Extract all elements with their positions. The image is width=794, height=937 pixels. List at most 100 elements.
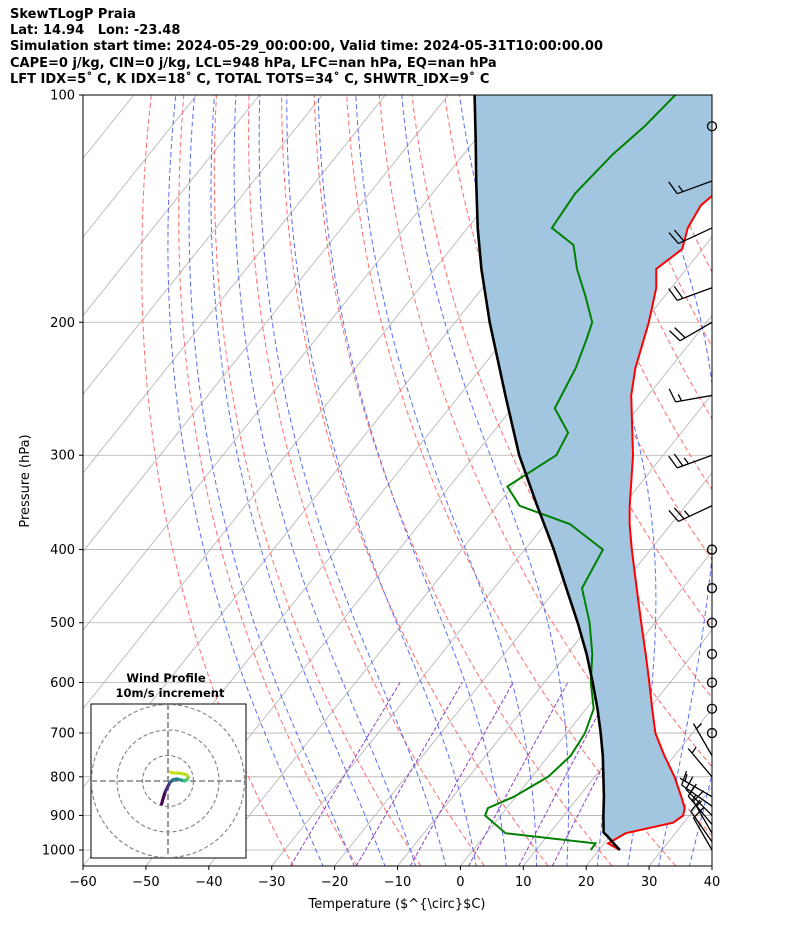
wind-barb-half-feather xyxy=(689,786,695,794)
moist-adiabat xyxy=(258,95,447,866)
y-tick-label: 1000 xyxy=(42,844,75,859)
isotherm-line xyxy=(83,95,197,238)
moist-adiabat xyxy=(751,78,794,867)
dewpoint-line xyxy=(483,95,677,851)
wind-barb-half-feather xyxy=(678,185,684,193)
mixing-ratio-line xyxy=(290,682,401,866)
y-tick-label: 300 xyxy=(50,449,75,464)
hodograph-title: Wind Profile xyxy=(126,671,206,685)
parcel-line xyxy=(473,95,621,851)
y-tick-label: 500 xyxy=(50,616,75,631)
wind-barb-staff xyxy=(692,723,713,756)
dry-adiabat xyxy=(313,95,613,866)
wind-barb-feather xyxy=(673,453,684,467)
wind-barb-staff xyxy=(678,505,713,522)
dry-adiabat xyxy=(541,95,712,491)
x-tick-label: 40 xyxy=(704,875,721,890)
wind-barb-half-feather xyxy=(696,800,703,807)
dry-adiabat xyxy=(281,95,549,866)
hodograph-segment xyxy=(168,770,175,775)
wind-barb-staff xyxy=(675,394,713,403)
dry-adiabat xyxy=(346,95,677,866)
x-tick-label: −10 xyxy=(384,875,411,890)
profile-lines xyxy=(473,95,712,851)
wind-barb-feather xyxy=(668,388,677,403)
wind-barb-feather xyxy=(668,455,678,469)
x-tick-label: 30 xyxy=(641,875,658,890)
wind-barb-staff xyxy=(678,227,713,245)
wind-barb-staff xyxy=(677,454,713,469)
dry-adiabat xyxy=(731,78,794,866)
wind-barb-feather xyxy=(669,330,681,342)
wind-barb-staff xyxy=(687,795,713,825)
wind-barb-feather xyxy=(668,288,678,301)
wind-barb-half-feather xyxy=(684,773,688,782)
wind-barb-feather xyxy=(673,229,685,242)
x-axis-label: Temperature ($^{\circ}$C) xyxy=(307,897,485,912)
wind-barb-staff xyxy=(685,788,713,816)
wind-barb-half-feather xyxy=(691,746,697,754)
wind-barb-feather xyxy=(693,807,705,819)
y-tick-label: 700 xyxy=(50,727,75,742)
x-tick-label: −60 xyxy=(69,875,96,890)
moist-adiabat xyxy=(317,95,507,866)
wind-barb-feather xyxy=(668,232,679,245)
moist-adiabat xyxy=(188,95,355,866)
indices-line-1: CAPE=0 j/kg, CIN=0 j/kg, LCL=948 hPa, LF… xyxy=(10,55,497,71)
cape-shading xyxy=(474,95,712,850)
isotherm-line xyxy=(83,95,386,474)
wind-barb-staff xyxy=(687,748,713,778)
wind-barb-feather xyxy=(674,327,686,339)
isotherm-line xyxy=(711,865,712,866)
wind-barb-staff xyxy=(677,287,713,301)
y-tick-label: 400 xyxy=(50,543,75,558)
x-tick-label: −30 xyxy=(258,875,285,890)
moist-adiabat xyxy=(720,78,794,867)
wind-barb-staff xyxy=(681,784,713,807)
hodograph-subtitle: 10m/s increment xyxy=(116,686,225,700)
y-tick-label: 600 xyxy=(50,676,75,691)
dry-adiabat xyxy=(178,95,358,866)
wind-barb-feather xyxy=(673,507,685,520)
dry-adiabat xyxy=(141,95,294,866)
hodograph-inset: Wind Profile 10m/s increment xyxy=(90,671,247,859)
moist-adiabat xyxy=(167,95,324,866)
wind-barb-half-feather xyxy=(677,393,683,402)
x-tick-label: −20 xyxy=(321,875,348,890)
temperature-line xyxy=(606,194,712,851)
x-tick-label: 10 xyxy=(515,875,532,890)
wind-barb-half-feather xyxy=(683,457,690,465)
moist-adiabat xyxy=(631,95,712,866)
wind-barbs xyxy=(668,121,718,851)
indices-line-2: LFT IDX=5˚ C, K IDX=18˚ C, TOTAL TOTS=34… xyxy=(10,71,490,87)
x-axis-ticks: −60 −50 −40 −30 −20 −10 0 10 20 30 40 xyxy=(69,866,720,890)
isotherm-line xyxy=(83,95,575,710)
moist-adiabat xyxy=(233,95,417,866)
wind-barb-staff xyxy=(677,180,713,195)
wind-barb-staff xyxy=(690,811,713,843)
wind-barb-staff xyxy=(679,321,713,342)
x-tick-label: −50 xyxy=(132,875,159,890)
dry-adiabat xyxy=(213,95,422,866)
y-axis-label: Pressure (hPa) xyxy=(18,434,33,527)
y-tick-label: 900 xyxy=(50,809,75,824)
location-line: Lat: 14.94 Lon: -23.48 xyxy=(10,23,181,39)
isotherm-line xyxy=(83,95,260,317)
chart-title: SkewTLogP Praia xyxy=(10,7,136,22)
mixing-ratio-line xyxy=(409,682,514,866)
mixing-ratio-line xyxy=(468,682,569,866)
wind-barb-feather xyxy=(668,181,678,195)
cape-cin-area xyxy=(474,95,712,850)
x-tick-label: −40 xyxy=(195,875,222,890)
y-axis-ticks: 100 200 300 400 500 600 700 800 900 1000 xyxy=(42,89,83,859)
isotherm-line xyxy=(83,95,323,395)
x-tick-label: 20 xyxy=(578,875,595,890)
time-line: Simulation start time: 2024-05-29_00:00:… xyxy=(10,39,603,55)
isotherm-line xyxy=(83,95,449,553)
moist-adiabat xyxy=(355,95,538,866)
y-tick-label: 200 xyxy=(50,316,75,331)
moist-adiabat xyxy=(401,95,570,866)
wind-barb-half-feather xyxy=(684,510,690,517)
isotherm-line xyxy=(83,95,512,631)
